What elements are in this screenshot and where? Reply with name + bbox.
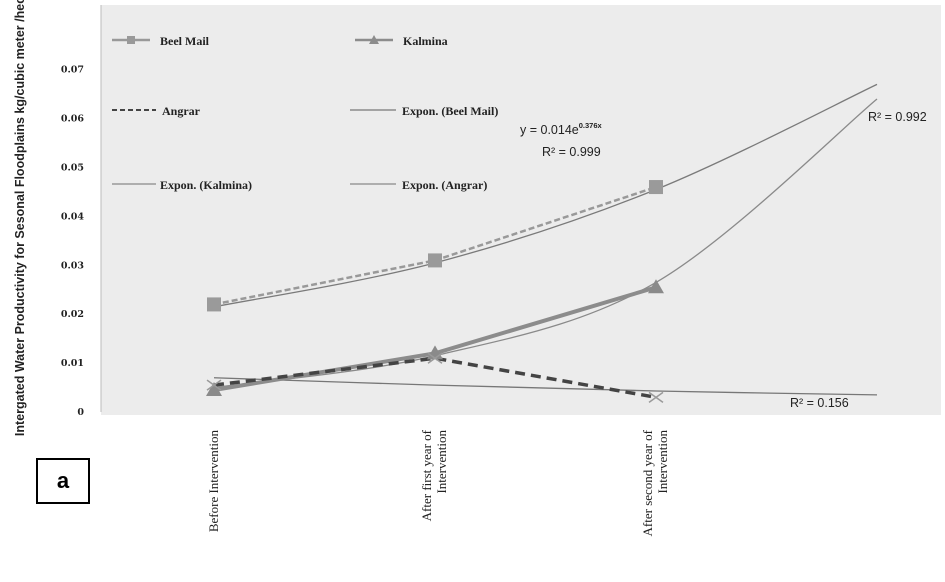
y-tick-label: 0.06 bbox=[61, 114, 85, 125]
legend-item-expon-angrar: Expon. (Angrar) bbox=[350, 178, 487, 192]
x-category-label-line: After first year of bbox=[419, 429, 434, 521]
legend-label-expon-beel-mail: Expon. (Beel Mail) bbox=[402, 104, 498, 118]
legend-marker-square bbox=[127, 36, 135, 44]
r2-angrar: R² = 0.156 bbox=[790, 396, 849, 410]
r2-kalmina: R² = 0.992 bbox=[868, 110, 927, 124]
data-point-square bbox=[428, 253, 442, 268]
trendlines bbox=[213, 83, 878, 396]
y-tick-label: 0.02 bbox=[61, 309, 84, 320]
trendline-1 bbox=[213, 98, 878, 389]
panel-label: a bbox=[36, 458, 90, 504]
data-point-triangle bbox=[648, 279, 664, 294]
y-tick-label: 0.05 bbox=[61, 163, 84, 174]
x-category-label: After second year ofIntervention bbox=[640, 429, 670, 536]
legend-label-expon-kalmina: Expon. (Kalmina) bbox=[160, 178, 252, 192]
y-axis-title-text: Intergated Water Productivity for Sesona… bbox=[13, 0, 27, 436]
legend-item-expon-beel-mail: Expon. (Beel Mail) bbox=[350, 104, 498, 118]
y-tick-label: 0.01 bbox=[61, 358, 84, 369]
data-point-x bbox=[648, 391, 664, 403]
legend-label-angrar: Angrar bbox=[162, 104, 201, 118]
trendline-2 bbox=[213, 377, 878, 396]
y-tick-labels: 0 0.01 0.02 0.03 0.04 0.05 0.06 0.07 bbox=[61, 65, 85, 418]
data-point-square bbox=[207, 297, 221, 312]
equation-base: y = 0.014e bbox=[520, 123, 579, 137]
legend: Beel Mail Kalmina Angrar Expon. (Beel Ma… bbox=[112, 34, 498, 192]
trendline-0 bbox=[213, 83, 878, 308]
x-category-labels: Before Intervention After first year ofIn… bbox=[206, 429, 670, 536]
x-category-label-line: Intervention bbox=[434, 430, 449, 494]
data-point-x bbox=[206, 379, 222, 391]
legend-label-beel-mail: Beel Mail bbox=[160, 34, 210, 48]
data-point-square bbox=[649, 180, 663, 195]
legend-label-expon-angrar: Expon. (Angrar) bbox=[402, 178, 487, 192]
x-category-label-line: Intervention bbox=[655, 430, 670, 494]
legend-item-angrar: Angrar bbox=[112, 104, 201, 118]
plot-area bbox=[101, 5, 941, 415]
series-line-2 bbox=[213, 356, 657, 400]
legend-label-kalmina: Kalmina bbox=[403, 34, 448, 48]
equation-exponent: 0.376x bbox=[579, 121, 603, 130]
y-tick-label: 0.03 bbox=[61, 260, 84, 271]
x-category-label: Before Intervention bbox=[206, 430, 221, 533]
equation-annotation: y = 0.014e0.376x bbox=[520, 121, 603, 137]
legend-item-expon-kalmina: Expon. (Kalmina) bbox=[112, 178, 252, 192]
x-category-label-line: After second year of bbox=[640, 429, 655, 536]
data-point-x bbox=[427, 352, 443, 364]
y-tick-label: 0 bbox=[77, 407, 84, 418]
x-category-label: After first year ofIntervention bbox=[419, 429, 449, 521]
r2-beel-mail: R² = 0.999 bbox=[542, 145, 601, 159]
y-tick-label: 0.04 bbox=[61, 211, 85, 222]
y-axis-title: Intergated Water Productivity for Sesona… bbox=[13, 0, 27, 436]
series-markers bbox=[206, 180, 664, 403]
legend-item-kalmina: Kalmina bbox=[355, 34, 448, 48]
data-point-triangle bbox=[206, 381, 222, 396]
y-tick-label: 0.07 bbox=[61, 65, 84, 76]
legend-item-beel-mail: Beel Mail bbox=[112, 34, 210, 48]
legend-marker-triangle bbox=[369, 35, 379, 44]
